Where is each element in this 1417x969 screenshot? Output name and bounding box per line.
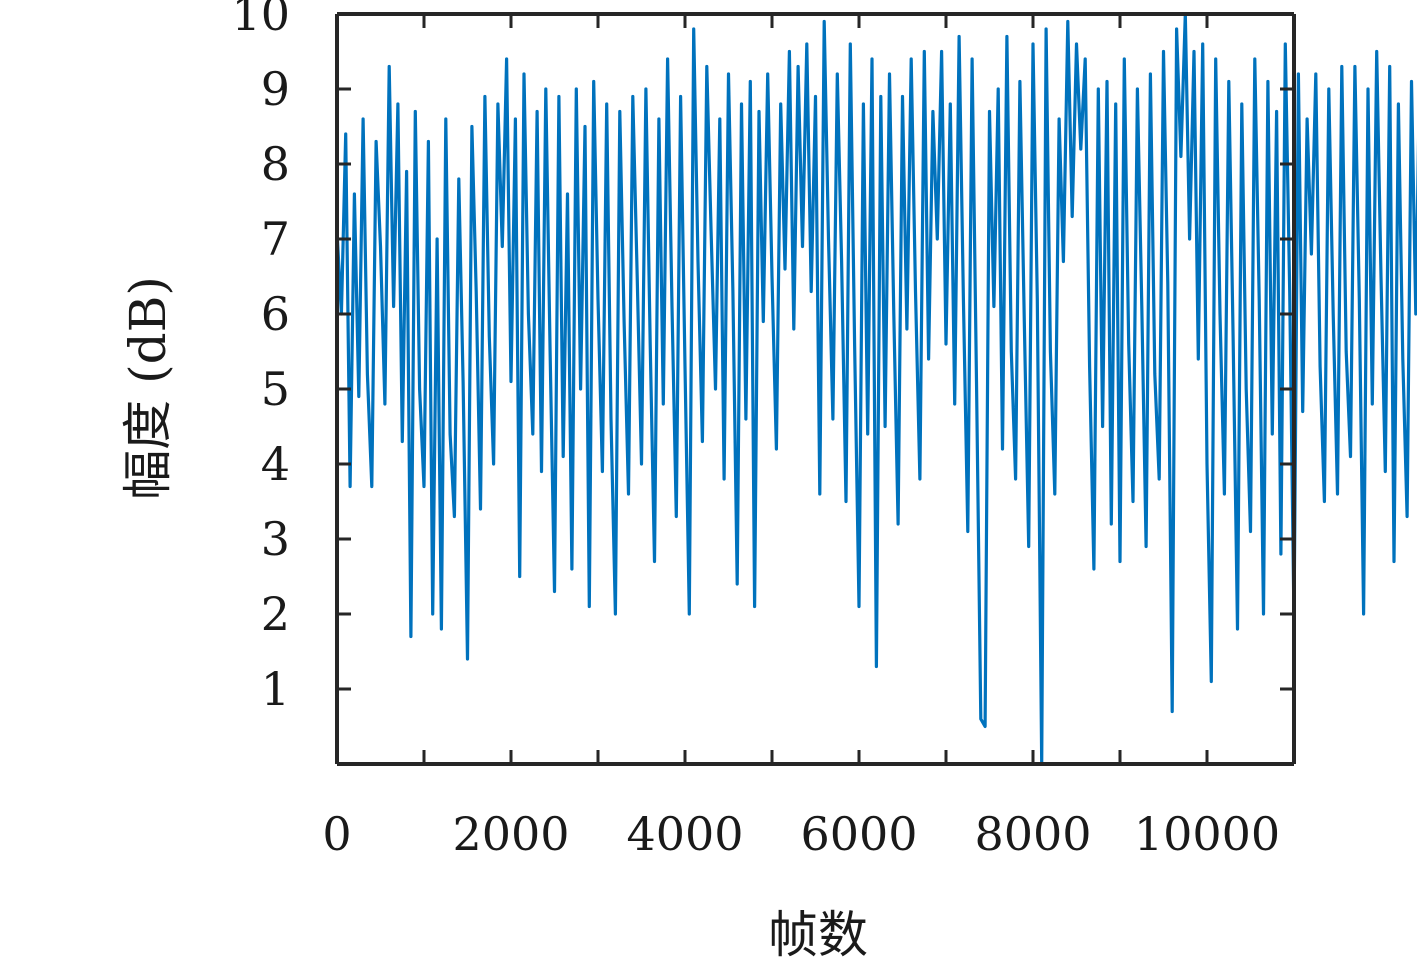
- series-line-1: [335, 12, 1417, 766]
- y-tick-label: 2: [261, 587, 290, 641]
- y-tick-label: 8: [261, 137, 290, 191]
- y-axis-label: 幅度 (dB): [119, 276, 177, 500]
- x-axis-label: 帧数: [768, 906, 868, 964]
- x-tick-label: 10000: [1134, 807, 1280, 861]
- x-tick-label: 6000: [800, 807, 917, 861]
- series-layer: [335, 12, 1417, 766]
- y-tick-label: 10: [231, 0, 290, 41]
- x-tick-label: 2000: [452, 807, 569, 861]
- y-tick-label: 7: [261, 212, 290, 266]
- x-tick-labels: 0 2000 4000 6000 8000 10000: [322, 807, 1280, 861]
- y-tick-label: 4: [261, 437, 290, 491]
- x-tick-label: 0: [322, 807, 351, 861]
- y-tick-label: 1: [261, 662, 290, 716]
- x-tick-label: 8000: [974, 807, 1091, 861]
- y-tick-label: 9: [261, 62, 290, 116]
- y-tick-labels: 1 2 3 4 5 6 7 8 9 10: [231, 0, 290, 716]
- y-tick-label: 5: [261, 362, 290, 416]
- x-tick-label: 4000: [626, 807, 743, 861]
- tick-marks: [335, 12, 1294, 764]
- y-tick-label: 6: [261, 287, 290, 341]
- y-tick-label: 3: [261, 512, 290, 566]
